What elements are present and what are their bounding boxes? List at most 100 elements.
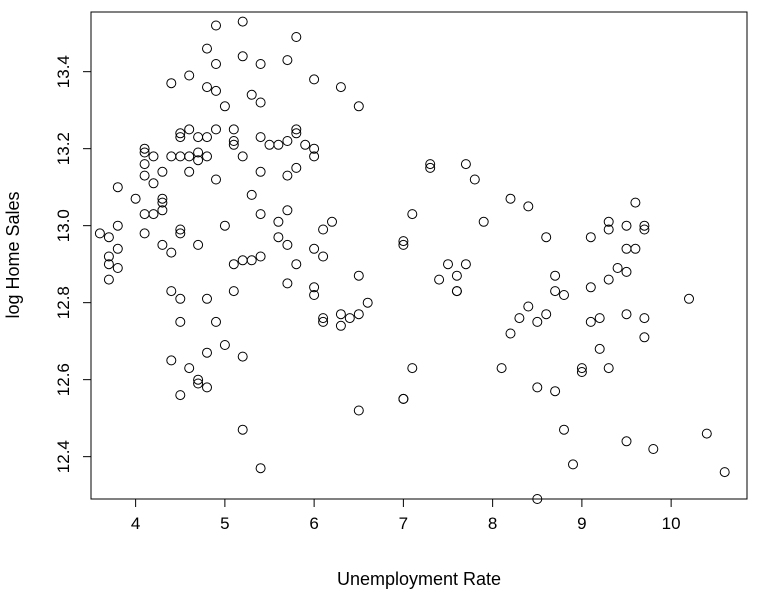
- data-point: [335, 309, 346, 320]
- plot-frame: [90, 11, 748, 500]
- data-point: [585, 316, 596, 327]
- data-point: [184, 166, 195, 177]
- data-point: [532, 382, 543, 393]
- data-point: [496, 363, 507, 374]
- data-point: [237, 51, 248, 62]
- data-point: [282, 170, 293, 181]
- data-point: [237, 424, 248, 435]
- data-point: [621, 220, 632, 231]
- data-point: [523, 301, 534, 312]
- data-point: [514, 313, 525, 324]
- data-point: [103, 251, 114, 262]
- data-point: [255, 166, 266, 177]
- data-point: [621, 436, 632, 447]
- data-point: [112, 182, 123, 193]
- data-point: [460, 259, 471, 270]
- data-point: [202, 43, 212, 54]
- data-point: [219, 101, 230, 112]
- y-tick-label: 13.4: [54, 55, 73, 88]
- data-point: [237, 255, 248, 266]
- data-point: [228, 136, 239, 146]
- data-point: [112, 263, 123, 273]
- data-point: [255, 251, 266, 262]
- data-point: [193, 147, 204, 158]
- data-point: [719, 467, 730, 478]
- data-point: [202, 132, 212, 143]
- data-point: [157, 239, 168, 250]
- data-point: [603, 224, 614, 235]
- data-point: [282, 239, 293, 250]
- data-point: [353, 405, 364, 416]
- data-point: [300, 139, 311, 150]
- data-point: [398, 236, 409, 247]
- data-point: [103, 232, 114, 243]
- data-point: [344, 313, 355, 324]
- data-point: [264, 139, 275, 150]
- data-point: [166, 78, 177, 89]
- data-point: [434, 274, 445, 285]
- data-point: [541, 309, 552, 320]
- data-point: [112, 243, 123, 254]
- data-point: [291, 32, 302, 42]
- data-point: [335, 320, 346, 331]
- data-point: [148, 151, 159, 162]
- data-point: [139, 147, 150, 158]
- x-tick-label: 10: [662, 514, 681, 533]
- data-point: [139, 209, 150, 220]
- x-tick-label: 5: [220, 514, 229, 533]
- y-tick-label: 12.6: [54, 363, 73, 396]
- data-point: [523, 201, 534, 212]
- data-point: [309, 143, 320, 154]
- data-point: [460, 159, 471, 170]
- x-tick-label: 4: [131, 514, 140, 533]
- data-point: [246, 255, 257, 266]
- data-point: [219, 220, 230, 231]
- data-point: [237, 16, 248, 27]
- data-point: [175, 390, 186, 401]
- data-point: [202, 82, 212, 93]
- data-point: [166, 151, 177, 162]
- data-point: [103, 259, 114, 270]
- data-point: [273, 232, 284, 243]
- y-tick-label: 13.0: [54, 209, 73, 242]
- data-point: [291, 162, 302, 173]
- data-point: [451, 286, 462, 297]
- data-points: [94, 16, 730, 504]
- data-point: [255, 59, 266, 69]
- data-point: [157, 205, 168, 216]
- data-point: [309, 243, 320, 254]
- data-point: [443, 259, 453, 270]
- data-point: [505, 328, 516, 339]
- data-point: [112, 220, 123, 231]
- data-point: [318, 251, 329, 262]
- x-tick-label: 9: [577, 514, 586, 533]
- y-axis: 12.4 12.6 12.8 13.0 13.2 13.4: [54, 55, 92, 473]
- data-point: [228, 286, 239, 297]
- data-point: [407, 209, 418, 220]
- data-point: [639, 332, 650, 343]
- data-point: [130, 193, 141, 204]
- data-point: [219, 340, 230, 350]
- data-point: [255, 132, 266, 143]
- x-tick-label: 8: [488, 514, 497, 533]
- data-point: [630, 197, 641, 208]
- data-point: [568, 459, 578, 470]
- data-point: [594, 313, 605, 324]
- data-point: [550, 386, 561, 397]
- data-point: [246, 89, 257, 100]
- data-point: [398, 239, 409, 250]
- data-point: [211, 124, 221, 135]
- x-tick-label: 6: [309, 514, 318, 533]
- data-point: [550, 286, 561, 297]
- data-point: [576, 363, 587, 374]
- data-point: [255, 463, 266, 474]
- y-tick-label: 12.8: [54, 286, 73, 319]
- data-point: [291, 124, 302, 135]
- data-point: [469, 174, 480, 185]
- data-point: [639, 313, 650, 324]
- data-point: [193, 378, 204, 389]
- data-point: [559, 424, 569, 435]
- data-point: [291, 259, 302, 270]
- data-point: [193, 374, 204, 385]
